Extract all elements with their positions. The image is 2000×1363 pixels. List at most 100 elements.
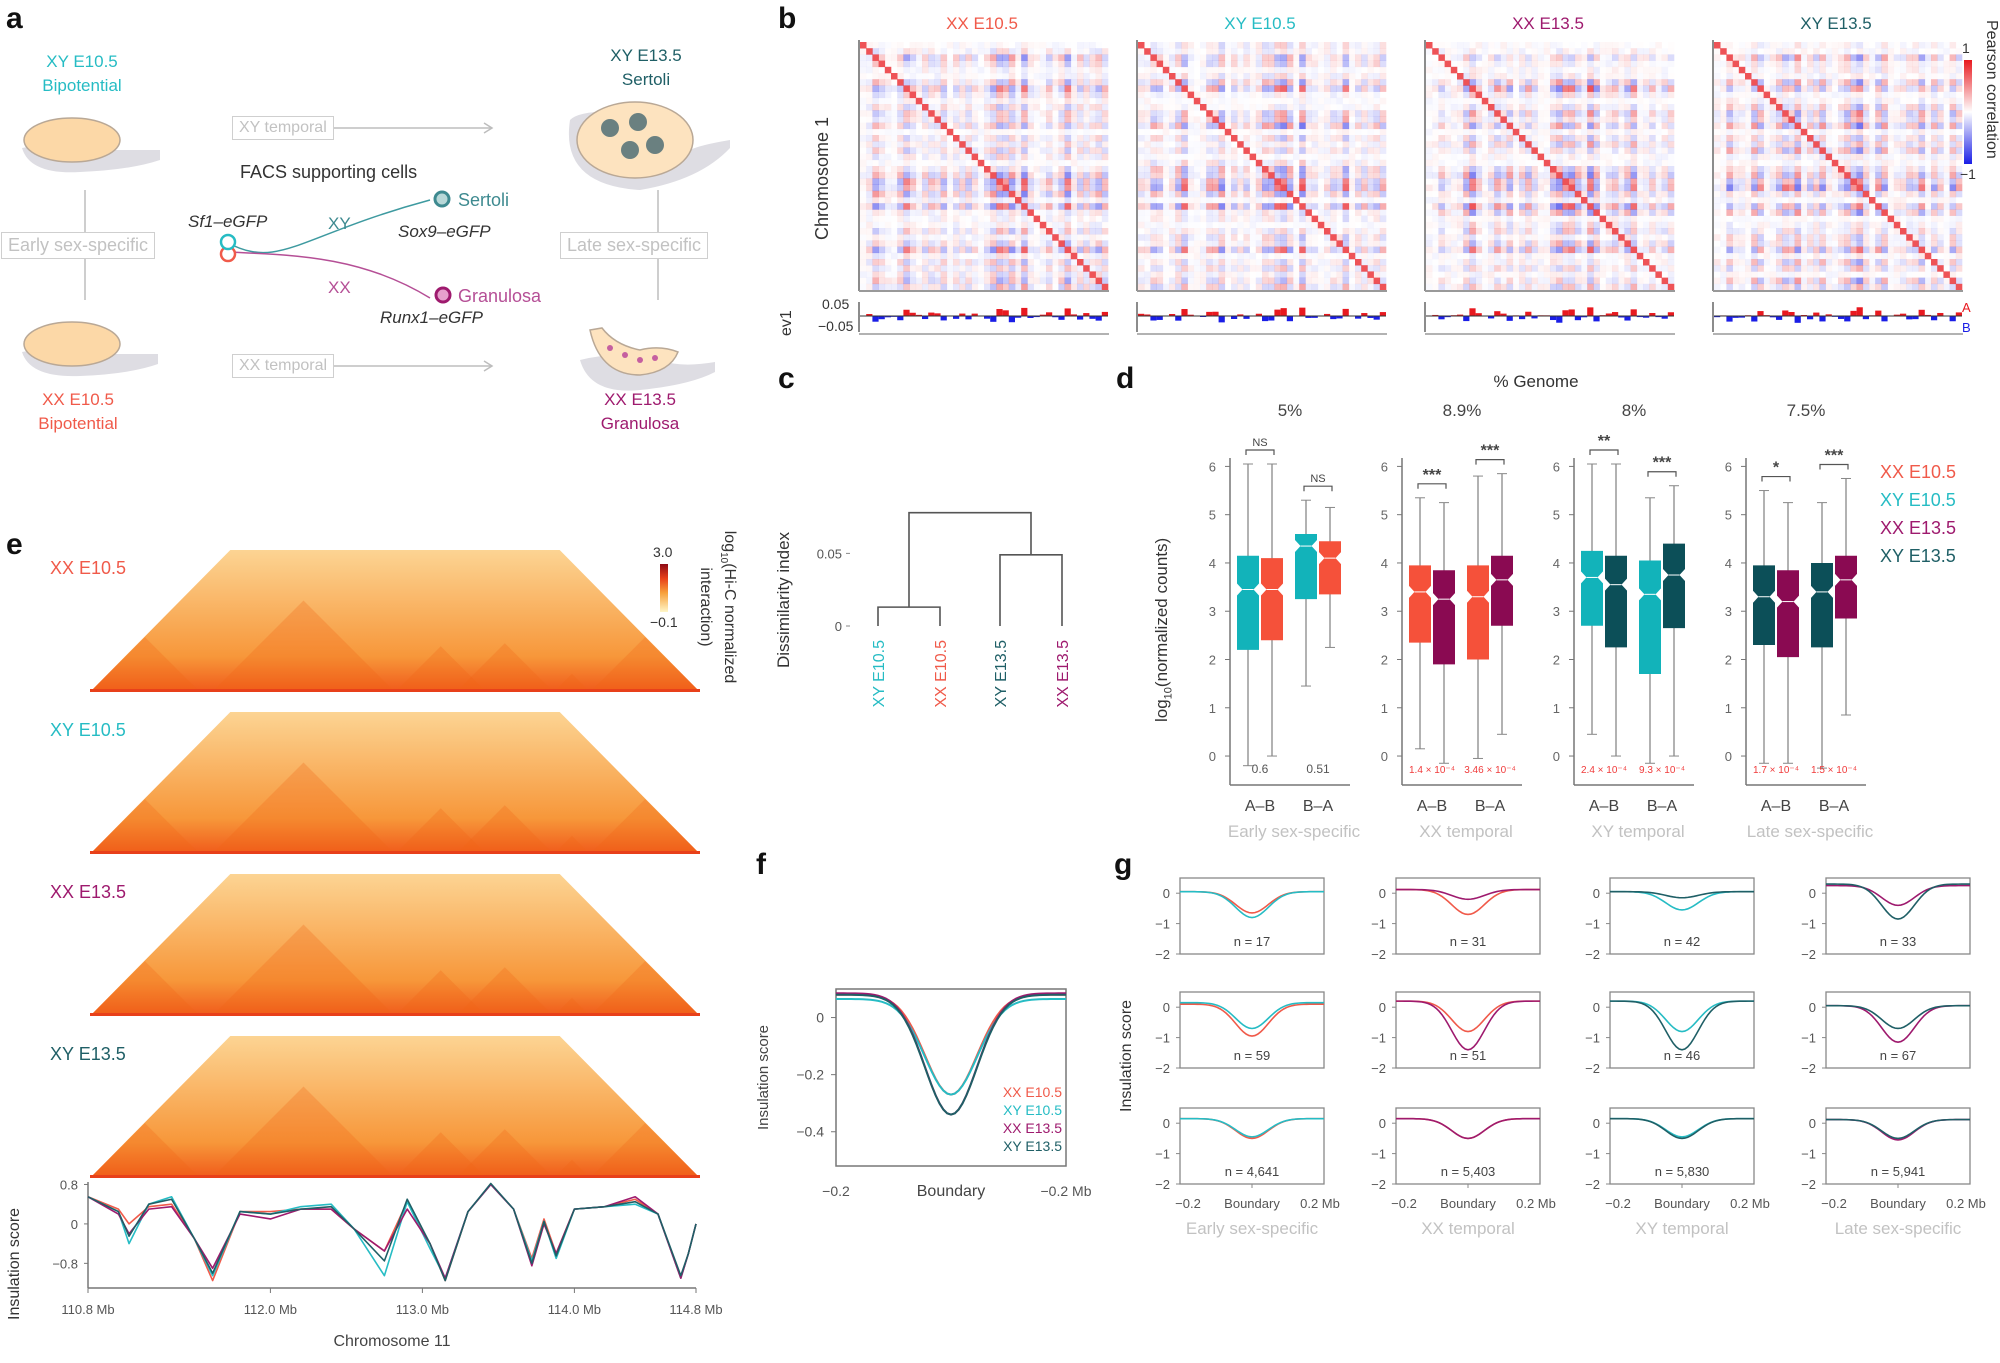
heatmap-cell — [1543, 166, 1551, 173]
heatmap-cell — [1661, 259, 1669, 266]
heatmap-cell — [1355, 216, 1362, 223]
heatmap-cell — [903, 91, 910, 99]
heatmap-cell — [1188, 240, 1195, 247]
heatmap-cell — [1500, 42, 1507, 49]
heatmap-cell — [1156, 141, 1164, 148]
heatmap-cell — [891, 79, 898, 86]
heatmap-cell — [1262, 265, 1269, 272]
heatmap-cell — [1034, 197, 1041, 204]
heatmap-cell — [1506, 215, 1514, 223]
heatmap-cell — [1636, 178, 1644, 185]
heatmap-cell — [990, 228, 997, 235]
heatmap-cell — [1212, 184, 1219, 192]
heatmap-cell — [1469, 91, 1476, 99]
heatmap-cell — [940, 79, 948, 86]
heatmap-cell — [1618, 216, 1625, 223]
heatmap-cell — [1175, 221, 1182, 229]
heatmap-cell — [940, 147, 948, 154]
heatmap-cell — [1268, 178, 1275, 185]
heatmap-cell — [1361, 141, 1368, 148]
heatmap-cell — [1361, 122, 1368, 130]
heatmap-cell — [1193, 190, 1201, 198]
heatmap-cell — [922, 172, 929, 179]
heatmap-cell — [1457, 79, 1464, 86]
heatmap-cell — [1655, 209, 1662, 216]
heatmap-cell — [1649, 216, 1656, 223]
heatmap-cell — [1065, 160, 1072, 167]
heatmap-cell — [1224, 271, 1232, 278]
heatmap-cell — [1655, 203, 1662, 210]
heatmap-cell — [1600, 147, 1607, 154]
heatmap-cell — [1293, 110, 1300, 117]
heatmap-cell — [990, 252, 997, 260]
heatmap-cell — [903, 122, 910, 130]
heatmap-cell — [928, 178, 935, 185]
heatmap-cell — [897, 60, 904, 68]
heatmap-cell — [1218, 283, 1226, 291]
heatmap-cell — [1324, 116, 1331, 123]
heatmap-cell — [940, 172, 948, 179]
heatmap-cell — [1330, 221, 1337, 229]
heatmap-cell — [903, 66, 910, 74]
heatmap-cell — [1299, 283, 1306, 291]
heatmap-cell — [891, 73, 898, 80]
heatmap-cell — [1568, 153, 1576, 161]
heatmap-cell — [879, 216, 886, 223]
heatmap-cell — [1450, 91, 1458, 99]
heatmap-cell — [1225, 42, 1232, 49]
heatmap-cell — [996, 135, 1003, 142]
heatmap-cell — [1039, 135, 1047, 142]
heatmap-cell — [1513, 253, 1520, 259]
heatmap-cell — [1355, 73, 1362, 80]
heatmap-cell — [953, 271, 960, 278]
heatmap-cell — [1475, 259, 1483, 266]
heatmap-cell — [1299, 197, 1306, 204]
heatmap-cell — [1482, 240, 1489, 247]
heatmap-cell — [1286, 60, 1294, 68]
heatmap-cell — [1367, 203, 1374, 210]
heatmap-cell — [1064, 259, 1072, 266]
heatmap-cell — [1305, 154, 1312, 161]
heatmap-cell — [1262, 209, 1269, 216]
heatmap-cell — [1538, 92, 1545, 99]
heatmap-cell — [1015, 54, 1022, 61]
heatmap-cell — [1052, 252, 1059, 260]
heatmap-cell — [1095, 265, 1103, 272]
heatmap-cell — [1463, 147, 1470, 154]
heatmap-cell — [860, 48, 867, 55]
heatmap-cell — [897, 222, 904, 229]
heatmap-cell — [1655, 104, 1662, 111]
heatmap-cell — [1599, 197, 1607, 204]
heatmap-cell — [928, 166, 935, 173]
heatmap-cell — [872, 66, 879, 74]
heatmap-cell — [1021, 42, 1028, 49]
heatmap-cell — [915, 265, 923, 272]
heatmap-cell — [1175, 283, 1182, 291]
heatmap-cell — [885, 216, 892, 223]
heatmap-cell — [866, 184, 873, 192]
heatmap-cell — [1445, 154, 1452, 161]
heatmap-cell — [1330, 129, 1337, 136]
heatmap-cell — [1330, 104, 1337, 111]
heatmap-cell — [903, 209, 910, 216]
heatmap-cell — [1438, 48, 1445, 55]
heatmap-cell — [1206, 234, 1213, 241]
heatmap-cell — [1268, 209, 1275, 216]
heatmap-cell — [1040, 172, 1047, 179]
heatmap-cell — [1293, 48, 1300, 55]
heatmap-cell — [878, 203, 886, 210]
heatmap-cell — [1544, 73, 1551, 80]
heatmap-cell — [1015, 166, 1022, 173]
heatmap-cell — [1587, 66, 1594, 74]
heatmap-cell — [1367, 154, 1374, 161]
heatmap-cell — [1475, 85, 1483, 92]
heatmap-cell — [1299, 259, 1306, 266]
heatmap-cell — [1667, 203, 1675, 210]
heatmap-cell — [1243, 228, 1250, 235]
heatmap-cell — [1058, 228, 1065, 235]
heatmap-cell — [1519, 184, 1526, 192]
heatmap-cell — [1605, 178, 1613, 185]
heatmap-cell — [1101, 141, 1109, 148]
heatmap-cell — [1286, 203, 1294, 210]
heatmap-cell — [1156, 203, 1164, 210]
